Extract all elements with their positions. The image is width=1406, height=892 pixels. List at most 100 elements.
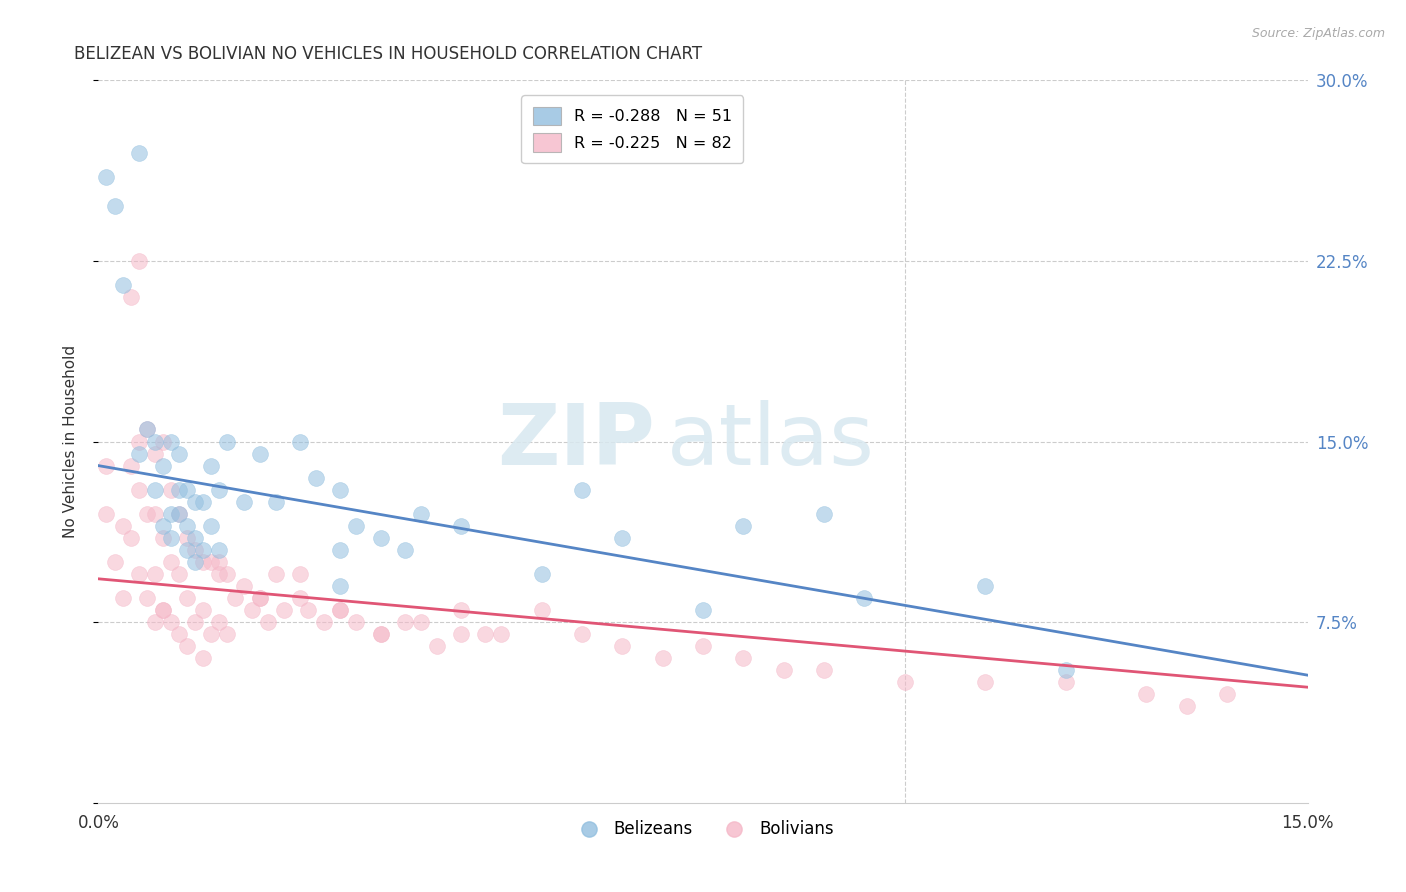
Point [772,664,794,678]
Point [193,651,215,665]
Point [128,567,150,582]
Point [184,531,207,545]
Point [176,483,198,497]
Point [264,567,287,582]
Point [612,531,634,545]
Point [152,518,174,533]
Point [474,627,496,641]
Point [571,627,593,641]
Point [120,290,142,304]
Point [176,531,198,545]
Point [176,591,198,605]
Point [208,615,231,630]
Point [288,434,311,449]
Point [232,494,254,508]
Point [288,591,311,605]
Point [200,555,222,569]
Point [208,555,231,569]
Point [128,483,150,497]
Point [160,483,183,497]
Point [394,542,416,557]
Point [103,198,125,212]
Point [370,627,392,641]
Point [530,567,553,582]
Point [217,627,239,641]
Point [200,518,222,533]
Point [120,531,142,545]
Point [167,507,190,521]
Point [152,531,174,545]
Point [111,277,134,292]
Point [184,615,207,630]
Point [143,615,166,630]
Point [853,591,876,605]
Point [167,507,190,521]
Point [184,555,207,569]
Point [184,542,207,557]
Point [143,434,166,449]
Point [111,591,134,605]
Point [491,627,513,641]
Point [167,627,190,641]
Point [152,603,174,617]
Point [329,603,352,617]
Point [329,579,352,593]
Point [96,169,118,184]
Point [128,145,150,160]
Point [329,542,352,557]
Point [450,603,472,617]
Point [160,615,183,630]
Point [273,603,295,617]
Point [200,627,222,641]
Point [692,639,714,653]
Point [152,603,174,617]
Point [1135,687,1157,701]
Point [103,555,125,569]
Point [160,531,183,545]
Point [200,458,222,473]
Point [344,615,367,630]
Point [160,555,183,569]
Point [128,434,150,449]
Point [143,446,166,460]
Point [249,591,271,605]
Point [143,567,166,582]
Point [612,639,634,653]
Point [974,675,997,690]
Point [160,507,183,521]
Point [143,507,166,521]
Point [217,434,239,449]
Text: atlas: atlas [666,400,875,483]
Point [733,651,755,665]
Point [288,567,311,582]
Legend: Belizeans, Bolivians: Belizeans, Bolivians [565,814,841,845]
Point [193,494,215,508]
Point [813,664,835,678]
Point [120,458,142,473]
Point [135,422,157,436]
Point [394,615,416,630]
Point [530,603,553,617]
Point [135,591,157,605]
Point [111,518,134,533]
Text: ZIP: ZIP [496,400,655,483]
Point [256,615,278,630]
Point [128,446,150,460]
Point [813,507,835,521]
Point [305,470,328,484]
Point [249,591,271,605]
Point [450,627,472,641]
Point [450,518,472,533]
Point [370,531,392,545]
Point [128,253,150,268]
Point [344,518,367,533]
Point [370,627,392,641]
Point [152,434,174,449]
Point [193,542,215,557]
Point [314,615,336,630]
Point [409,507,432,521]
Point [176,542,198,557]
Point [208,542,231,557]
Point [426,639,449,653]
Point [208,483,231,497]
